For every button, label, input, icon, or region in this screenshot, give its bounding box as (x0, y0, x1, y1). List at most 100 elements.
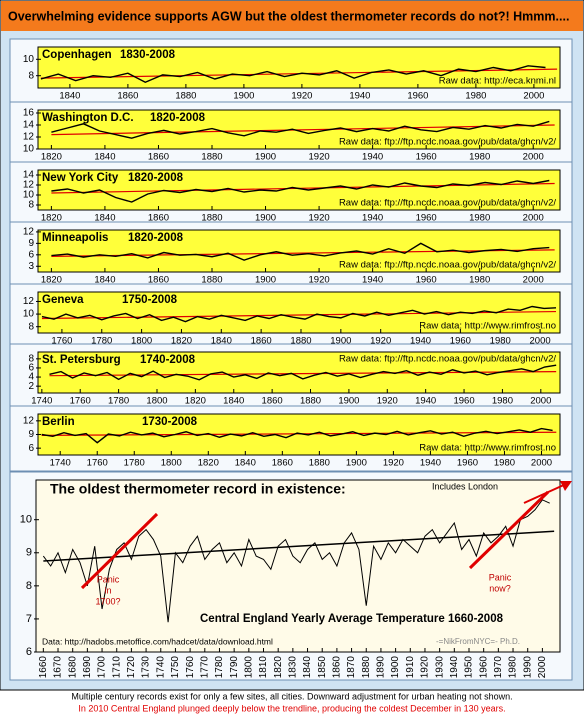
y-tick-label: 6 (28, 249, 34, 260)
x-tick-label: 1840 (223, 396, 244, 407)
data-line (51, 120, 550, 139)
panel-title: Geneva (42, 294, 84, 306)
x-tick-label: 1880 (309, 458, 330, 469)
x-tick-label: 1910 (405, 656, 416, 679)
x-tick-label: 1790 (229, 656, 240, 679)
y-tick-label: 10 (20, 514, 32, 526)
plot-area (37, 169, 561, 211)
x-tick-label: 1980 (492, 396, 513, 407)
x-tick-label: 1980 (469, 275, 490, 286)
trend-line (43, 530, 555, 562)
x-tick-label: 1940 (420, 458, 441, 469)
y-tick-label: 4 (28, 372, 34, 383)
x-tick-label: 2000 (530, 396, 551, 407)
panel-period: 1750-2008 (122, 294, 178, 306)
x-tick-label: 1840 (94, 213, 115, 224)
x-tick-label: 1960 (453, 396, 474, 407)
y-tick-label: 14 (23, 170, 35, 181)
plot-area (35, 479, 561, 653)
data-line (40, 65, 546, 84)
x-tick-label: 1940 (362, 213, 383, 224)
panel-title: Copenhagen (42, 49, 112, 61)
y-tick-label: 10 (23, 190, 35, 201)
panel-period: 1730-2008 (142, 416, 198, 428)
x-tick-label: 1880 (300, 396, 321, 407)
x-tick-label: 1880 (201, 275, 222, 286)
y-tick-label: 12 (23, 227, 35, 238)
panel-title: St. Petersburg (42, 354, 121, 366)
charts: 8 10 1840 1860 1880 1900 1920 1940 1960 1980 2000 C… (9, 38, 573, 681)
x-tick-label: 1960 (416, 213, 437, 224)
x-tick-label: 1740 (50, 458, 71, 469)
x-tick-label: 1940 (410, 336, 431, 347)
x-tick-label: 1720 (126, 656, 137, 679)
panel-period: 1820-2008 (128, 232, 184, 244)
x-tick-label: 1760 (185, 656, 196, 679)
x-tick-label: 2000 (523, 275, 544, 286)
x-tick-label: 1860 (117, 91, 138, 102)
x-tick-label: 1830 (288, 656, 299, 679)
x-tick-label: 1860 (148, 152, 169, 163)
x-tick-label: 2000 (537, 656, 548, 679)
x-tick-label: 1940 (362, 152, 383, 163)
arrow (523, 483, 567, 504)
x-tick-label: 1870 (346, 656, 357, 679)
x-tick-label: 1820 (171, 336, 192, 347)
x-tick-label: 1960 (416, 275, 437, 286)
y-tick-label: 10 (23, 309, 35, 320)
data-line (51, 179, 550, 203)
x-tick-label: 1980 (494, 458, 515, 469)
y-tick-label: 12 (23, 296, 35, 307)
x-tick-label: 1820 (41, 213, 62, 224)
x-tick-label: 1840 (235, 458, 256, 469)
panel-caption: Central England Yearly Average Temperatu… (200, 613, 504, 625)
x-tick-label: 1670 (53, 656, 64, 679)
x-tick-label: 1760 (87, 458, 108, 469)
x-tick-label: 1880 (361, 656, 372, 679)
y-tick-label: 8 (26, 580, 32, 592)
x-tick-label: 1780 (214, 656, 225, 679)
x-tick-label: 1700 (97, 656, 108, 679)
y-tick-label: 8 (28, 353, 34, 364)
x-tick-label: 1760 (51, 336, 72, 347)
note: Includes London (432, 481, 498, 491)
x-tick-label: 1840 (94, 152, 115, 163)
panel-title: New York City (42, 172, 119, 184)
header-bar (1, 1, 583, 31)
arrows (80, 481, 572, 590)
x-tick-label: 1840 (94, 275, 115, 286)
data-source: Raw data: ftp://ftp.ncdc.noaa.gov/pub/da… (339, 137, 556, 148)
x-tick-label: 1800 (243, 656, 254, 679)
y-tick-label: 6 (26, 646, 32, 658)
data-line (41, 305, 557, 323)
x-tick-label: 1810 (258, 656, 269, 679)
x-tick-label: 1860 (148, 275, 169, 286)
x-tick-label: 1920 (291, 91, 312, 102)
footer-note: Multiple century records exist for only … (71, 691, 512, 701)
data-line (51, 242, 550, 261)
data-source: Data: http://hadobs.metoffice.com/hadcet… (42, 636, 273, 646)
footer-highlight: In 2010 Central England plunged deeply b… (78, 703, 505, 713)
data-source: Raw data: ftp://ftp.ncdc.noaa.gov/pub/da… (339, 354, 556, 365)
x-tick-label: 1970 (493, 656, 504, 679)
x-tick-label: 1710 (111, 656, 122, 679)
x-tick-label: 1900 (255, 152, 276, 163)
x-tick-label: 2000 (523, 91, 544, 102)
x-tick-label: 1900 (390, 656, 401, 679)
x-tick-label: 1900 (338, 396, 359, 407)
y-tick-label: 8 (28, 70, 34, 81)
x-tick-label: 1860 (262, 396, 283, 407)
x-tick-label: 1920 (383, 458, 404, 469)
x-tick-label: 1900 (233, 91, 254, 102)
y-tick-label: 9 (28, 429, 34, 440)
x-tick-label: 1860 (332, 656, 343, 679)
data-line (49, 364, 557, 381)
x-tick-label: 1800 (146, 396, 167, 407)
x-tick-label: 1980 (465, 91, 486, 102)
x-tick-label: 1920 (420, 656, 431, 679)
x-tick-label: 2000 (531, 458, 552, 469)
x-tick-label: 1860 (272, 458, 293, 469)
x-tick-label: 1780 (91, 336, 112, 347)
trend-line (51, 124, 555, 136)
x-tick-label: 1820 (185, 396, 206, 407)
